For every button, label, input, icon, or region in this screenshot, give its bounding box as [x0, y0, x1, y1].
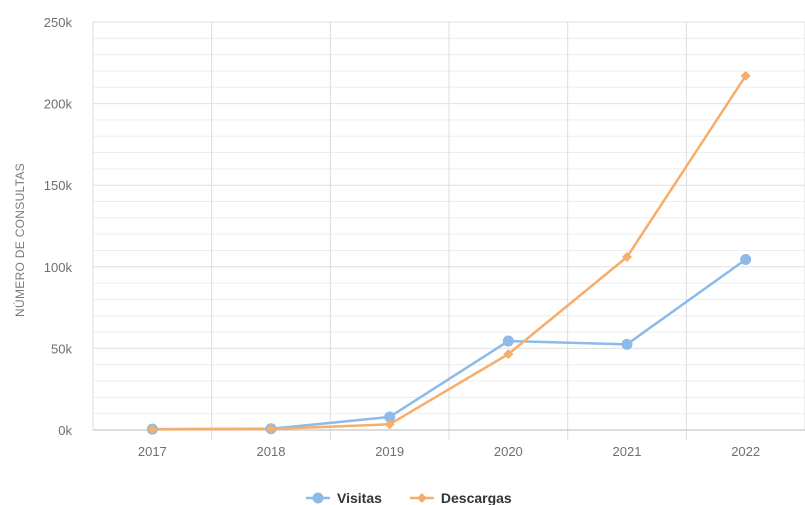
x-tick-label: 2020: [494, 444, 523, 459]
legend-label: Visitas: [337, 490, 382, 505]
legend: Visitas Descargas: [306, 490, 512, 505]
x-axis-ticks: 2017 2018 2019 2020 2021 2022: [138, 444, 760, 459]
y-tick-label: 50k: [51, 341, 72, 356]
y-tick-label: 200k: [44, 97, 73, 112]
point-descargas: [740, 70, 751, 81]
vertical-grid: [92, 22, 805, 440]
y-tick-label: 100k: [44, 260, 73, 275]
y-axis-title: NÚMERO DE CONSULTAS: [12, 163, 27, 317]
x-tick-label: 2019: [375, 444, 404, 459]
series-line-descargas: [151, 74, 747, 431]
point-visitas: [740, 253, 752, 265]
x-tick-label: 2018: [257, 444, 286, 459]
legend-label: Descargas: [441, 490, 512, 505]
legend-item-descargas[interactable]: Descargas: [409, 490, 512, 505]
x-tick-label: 2017: [138, 444, 167, 459]
major-grid: [93, 21, 805, 349]
legend-marker: [416, 493, 427, 503]
y-tick-label: 250k: [44, 15, 73, 30]
series-markers: [146, 70, 752, 435]
y-axis-ticks: 0k 50k 100k 150k 200k 250k: [44, 15, 73, 438]
x-tick-label: 2021: [613, 444, 642, 459]
point-visitas: [502, 335, 514, 347]
y-tick-label: 150k: [44, 178, 73, 193]
legend-item-visitas[interactable]: Visitas: [306, 490, 382, 505]
point-descargas: [384, 419, 395, 430]
point-descargas: [503, 349, 514, 360]
point-visitas: [621, 338, 633, 350]
point-visitas: [384, 411, 396, 423]
series-lines: [151, 74, 747, 431]
point-descargas: [147, 424, 158, 435]
x-tick-label: 2022: [731, 444, 760, 459]
y-tick-label: 0k: [58, 423, 72, 438]
point-descargas: [266, 424, 276, 435]
legend-marker: [312, 492, 324, 504]
point-descargas: [622, 252, 632, 263]
